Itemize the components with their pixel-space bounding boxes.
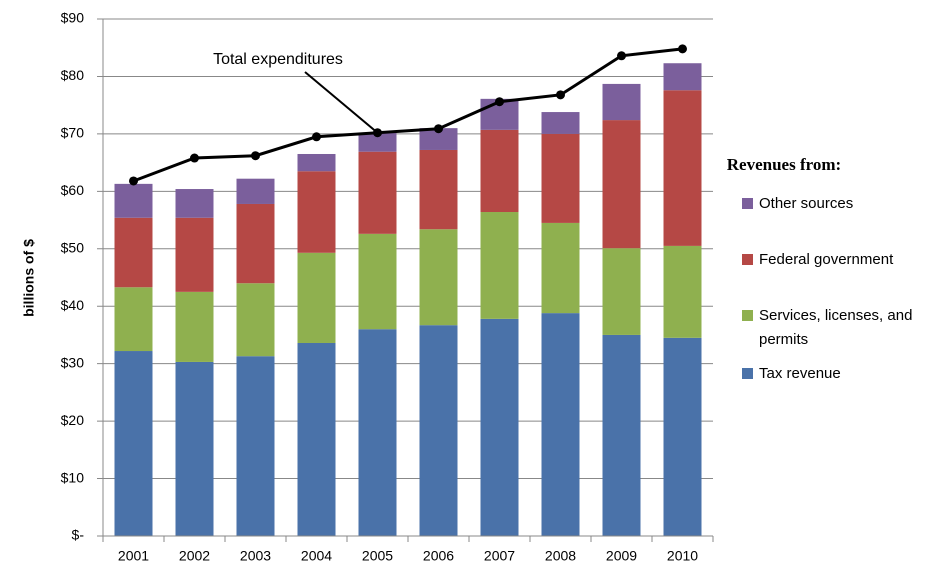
- legend-label: Services, licenses, and permits: [759, 307, 913, 348]
- bar-segment: [602, 248, 641, 335]
- bar-segment: [297, 342, 336, 536]
- bar-segment: [297, 252, 336, 343]
- bar-segment: [175, 189, 214, 218]
- legend-item: Tax revenue: [742, 362, 937, 386]
- x-tick-label: 2009: [606, 548, 637, 564]
- legend-swatch: [742, 254, 753, 265]
- legend-item: Other sources: [742, 192, 937, 216]
- total-point: [678, 44, 687, 54]
- y-tick-label: $50: [61, 239, 85, 255]
- y-axis-label: billions of $: [21, 239, 37, 317]
- bar-segment: [114, 217, 153, 288]
- bar-segment: [602, 83, 641, 121]
- y-tick-label: $80: [61, 67, 85, 83]
- x-tick-label: 2008: [545, 548, 576, 564]
- bar-segment: [663, 90, 702, 246]
- y-tick-label: $-: [72, 527, 85, 543]
- legend-title: Revenues from:: [727, 155, 841, 174]
- y-tick-label: $10: [61, 469, 85, 485]
- bar-segment: [602, 334, 641, 536]
- bar-segment: [602, 120, 641, 249]
- legend-swatch: [742, 310, 753, 321]
- legend-label: Tax revenue: [759, 365, 841, 382]
- x-tick-label: 2004: [301, 548, 332, 564]
- bar-segment: [175, 217, 214, 292]
- bar-segment: [236, 203, 275, 284]
- bar-segment: [175, 291, 214, 362]
- y-tick-label: $30: [61, 354, 85, 370]
- bar-segment: [236, 356, 275, 536]
- legend-label: Federal government: [759, 251, 894, 268]
- bar-segment: [419, 325, 458, 536]
- legend-item: Services, licenses, and permits: [742, 304, 937, 352]
- bar-segment: [419, 229, 458, 326]
- legend-swatch: [742, 198, 753, 209]
- total-point: [556, 90, 565, 100]
- legend-label: Other sources: [759, 195, 854, 212]
- y-tick-label: $60: [61, 182, 85, 198]
- x-tick-label: 2001: [118, 548, 149, 564]
- x-tick-label: 2007: [484, 548, 515, 564]
- y-tick-label: $90: [61, 10, 85, 26]
- bar-segment: [663, 337, 702, 536]
- x-tick-label: 2005: [362, 548, 393, 564]
- bar-segment: [236, 178, 275, 204]
- bar-segment: [480, 318, 519, 536]
- bar-segment: [419, 128, 458, 150]
- total-point: [129, 176, 138, 186]
- x-tick-label: 2010: [667, 548, 698, 564]
- bar-segment: [114, 287, 153, 352]
- bar-segment: [358, 329, 397, 536]
- total-point: [495, 97, 504, 107]
- total-point: [190, 153, 199, 163]
- bar-segment: [480, 212, 519, 319]
- bar-segment: [419, 149, 458, 230]
- bar-segment: [297, 153, 336, 172]
- bar-segment: [663, 245, 702, 338]
- annotation: Total expenditures: [213, 51, 343, 68]
- x-tick-label: 2006: [423, 548, 454, 564]
- total-point: [312, 132, 321, 142]
- total-line: [132, 47, 683, 183]
- y-tick-label: $70: [61, 125, 85, 141]
- bar-segment: [358, 151, 397, 234]
- legend-swatch: [742, 368, 753, 379]
- bar-segment: [358, 233, 397, 330]
- bar-segment: [541, 133, 580, 223]
- bar-segment: [663, 63, 702, 91]
- total-point: [434, 124, 443, 134]
- y-tick-label: $20: [61, 412, 85, 428]
- bar-segment: [236, 283, 275, 357]
- bar-segment: [541, 313, 580, 536]
- bar-segment: [175, 361, 214, 536]
- bar-segment: [358, 132, 397, 152]
- bar-segment: [114, 183, 153, 218]
- bar-segment: [541, 222, 580, 314]
- y-tick-label: $40: [61, 297, 85, 313]
- x-tick-label: 2003: [240, 548, 271, 564]
- bar-segment: [480, 129, 519, 213]
- legend-item: Federal government: [742, 248, 937, 272]
- bar-segment: [541, 112, 580, 134]
- x-tick-label: 2002: [179, 548, 210, 564]
- annotation-pointer: [304, 71, 379, 134]
- total-point: [251, 151, 260, 161]
- total-point: [617, 51, 626, 61]
- bar-segment: [114, 351, 153, 536]
- bar-segment: [297, 171, 336, 253]
